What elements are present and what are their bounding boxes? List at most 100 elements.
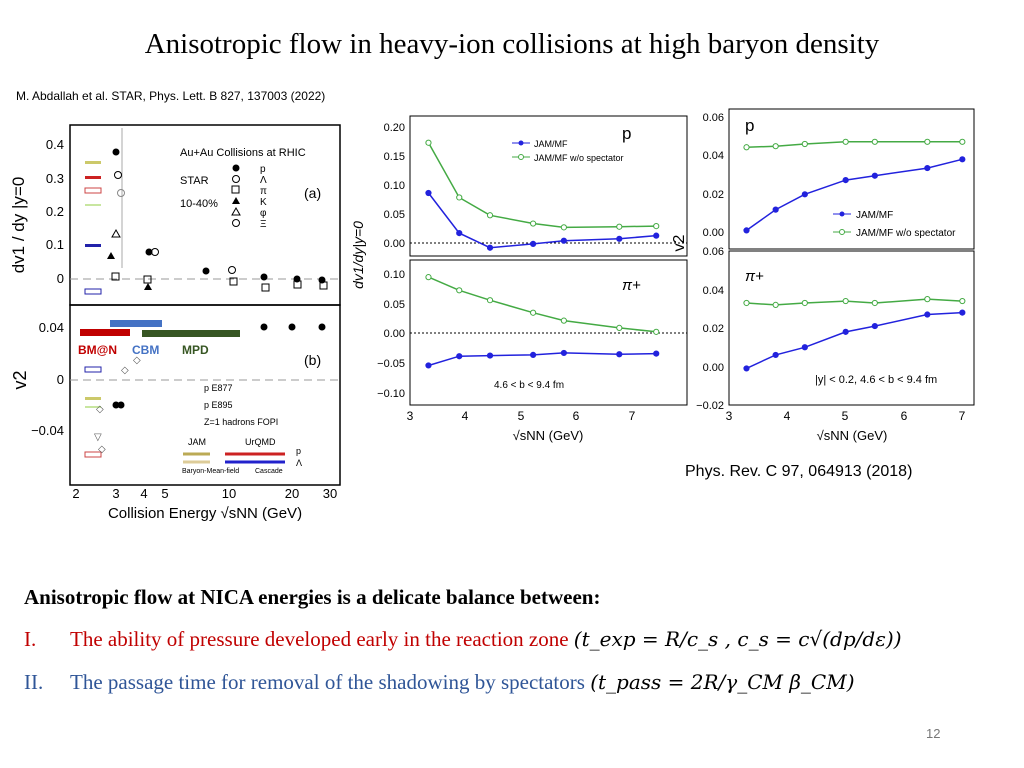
data-point bbox=[959, 297, 966, 305]
legend-other: p E877 bbox=[204, 383, 233, 393]
tick-label: 0.4 bbox=[46, 137, 64, 152]
tick-label: 0.10 bbox=[384, 180, 405, 192]
right-bottom-series bbox=[743, 296, 966, 372]
data-point bbox=[871, 172, 878, 179]
data-point bbox=[616, 324, 623, 331]
data-point bbox=[653, 350, 660, 357]
tick-label: 0.3 bbox=[46, 171, 64, 186]
legend-label: JAM/MF bbox=[856, 210, 893, 221]
tick-label: 0.15 bbox=[384, 151, 405, 163]
tick-label: 0.05 bbox=[384, 299, 405, 311]
tick-label: 3 bbox=[407, 409, 414, 423]
data-point bbox=[743, 144, 750, 151]
data-point bbox=[959, 138, 966, 145]
mid-top-series bbox=[425, 139, 660, 251]
data-point bbox=[653, 222, 660, 230]
data-point bbox=[560, 349, 567, 357]
tick-label: 7 bbox=[629, 409, 636, 423]
legend-species: p bbox=[260, 164, 266, 175]
tick-label: −0.02 bbox=[696, 400, 724, 412]
data-point bbox=[871, 322, 878, 330]
data-point bbox=[293, 280, 302, 289]
data-point bbox=[486, 244, 494, 251]
tick-label: 0.02 bbox=[703, 323, 724, 335]
tick-label: 0.00 bbox=[703, 227, 724, 239]
data-point bbox=[145, 248, 153, 256]
data-point bbox=[425, 189, 432, 197]
tick-label: 7 bbox=[959, 409, 966, 423]
left-panel-b-frame bbox=[69, 304, 341, 486]
model-marker bbox=[84, 451, 102, 458]
data-point bbox=[772, 206, 779, 213]
legend-marker bbox=[232, 219, 240, 227]
data-point bbox=[456, 287, 463, 294]
mid-figure: 0.20 0.15 0.10 0.05 0.00 0.10 0.05 0.00 … bbox=[350, 115, 688, 443]
model-marker bbox=[84, 187, 102, 194]
model-marker bbox=[85, 176, 101, 179]
mid-top-frame bbox=[409, 115, 688, 257]
data-point bbox=[143, 275, 152, 284]
data-point bbox=[530, 309, 537, 316]
mpd-bar bbox=[142, 330, 240, 337]
data-point bbox=[261, 283, 270, 292]
model-marker bbox=[85, 204, 101, 206]
data-point bbox=[842, 138, 849, 145]
data-point bbox=[260, 273, 268, 281]
list-item-2: II. The passage time for removal of the s… bbox=[24, 670, 855, 695]
data-point bbox=[425, 139, 432, 146]
facility-cbm: CBM bbox=[132, 343, 159, 357]
page-number: 12 bbox=[926, 726, 941, 741]
tick-label: 3 bbox=[112, 486, 119, 501]
mid-annotation: 4.6 < b < 9.4 fm bbox=[494, 380, 564, 391]
right-top-label: p bbox=[745, 116, 754, 135]
data-point bbox=[107, 252, 115, 259]
legend-other: Z=1 hadrons FOPI bbox=[204, 417, 278, 427]
legend-marker bbox=[232, 197, 240, 204]
cbm-bar bbox=[110, 320, 162, 327]
model-marker bbox=[84, 366, 102, 373]
data-point bbox=[151, 248, 159, 256]
data-point bbox=[560, 237, 567, 244]
data-point bbox=[117, 401, 125, 409]
mid-bottom-label: π+ bbox=[622, 277, 641, 294]
mid-ylabel: dv1/dy|y=0 bbox=[350, 221, 366, 289]
tick-label: 5 bbox=[842, 409, 849, 423]
data-point bbox=[202, 267, 210, 275]
data-point bbox=[653, 328, 660, 335]
right-top-series bbox=[743, 138, 966, 234]
tick-label: 0.06 bbox=[703, 246, 724, 258]
data-point bbox=[117, 189, 125, 197]
tick-label: 5 bbox=[161, 486, 168, 501]
slide-title: Anisotropic flow in heavy-ion collisions… bbox=[144, 28, 880, 60]
data-point bbox=[616, 235, 623, 242]
model-lambda: Λ bbox=[296, 458, 302, 468]
model-bmf: Baryon-Mean-field bbox=[182, 468, 239, 475]
legend-marker bbox=[231, 206, 241, 216]
data-point bbox=[772, 351, 779, 359]
data-point bbox=[871, 299, 878, 307]
data-point bbox=[924, 296, 931, 303]
model-jam: JAM bbox=[188, 437, 206, 447]
right-annotation: |y| < 0.2, 4.6 < b < 9.4 fm bbox=[815, 374, 937, 386]
data-point bbox=[801, 140, 808, 148]
legend-label: JAM/MF bbox=[534, 139, 568, 149]
mid-top-label: p bbox=[622, 124, 631, 143]
tick-label: 0.05 bbox=[384, 209, 405, 221]
data-point: ▽ bbox=[94, 432, 102, 443]
data-point bbox=[425, 362, 432, 369]
tick-label: 20 bbox=[285, 486, 299, 501]
data-point bbox=[801, 299, 808, 307]
tick-label: 0 bbox=[57, 271, 64, 286]
model-marker bbox=[85, 244, 101, 247]
data-point bbox=[319, 281, 328, 290]
data-point bbox=[260, 323, 268, 331]
tick-label: 2 bbox=[72, 486, 79, 501]
data-point bbox=[959, 156, 966, 163]
tick-label: 30 bbox=[323, 486, 337, 501]
legend-species: φ bbox=[260, 208, 267, 219]
legend-species: K bbox=[260, 197, 267, 208]
tick-label: 0.2 bbox=[46, 204, 64, 219]
tick-label: 0 bbox=[57, 372, 64, 387]
data-point bbox=[288, 323, 296, 331]
left-xlabel: Collision Energy √sNN (GeV) bbox=[108, 505, 302, 522]
